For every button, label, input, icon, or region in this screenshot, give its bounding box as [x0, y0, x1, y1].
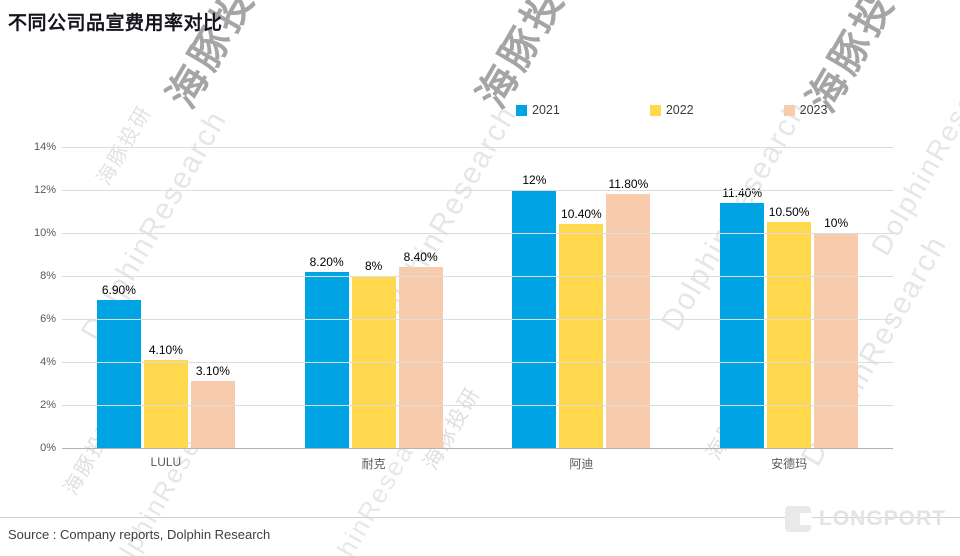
gridline	[62, 276, 893, 277]
y-tick-label: 6%	[40, 313, 56, 325]
y-tick-label: 12%	[33, 184, 56, 196]
longport-logo-icon	[785, 506, 812, 532]
bar-2021-LULU	[96, 299, 141, 448]
page-title: 不同公司品宣费用率对比	[8, 13, 223, 34]
bar-2023-LULU	[190, 381, 235, 448]
bar-wrap: 10.50%	[767, 147, 812, 448]
bar-2022-安德玛	[767, 222, 812, 448]
bar-2022-LULU	[143, 359, 188, 448]
bar-2023-安德玛	[814, 233, 859, 448]
bar-wrap: 8%	[351, 147, 396, 448]
gridline	[62, 190, 893, 191]
y-tick-label: 0%	[40, 442, 56, 454]
gridline	[62, 233, 893, 234]
longport-logo-text: LONGPORT	[819, 507, 946, 530]
y-tick-label: 2%	[40, 399, 56, 411]
bar-value-label: 10%	[824, 216, 849, 230]
legend-label: 2021	[532, 103, 560, 117]
x-category-label: LULU	[150, 455, 182, 469]
bar-2022-阿迪	[559, 224, 604, 448]
bar-groups: 6.90% 4.10% 3.10% LULU 8.20% 8% 8.40% 耐克 12% 10.4…	[62, 147, 893, 471]
legend-label: 2022	[665, 103, 694, 117]
watermark-text: 海豚投研	[469, 0, 596, 116]
bar-value-label: 8%	[364, 259, 383, 273]
gridline	[62, 147, 893, 148]
bar-value-label: 11.40%	[722, 185, 763, 200]
bar-wrap: 11.40%	[720, 147, 765, 448]
legend-swatch	[649, 104, 661, 116]
bar-wrap: 4.10%	[143, 147, 188, 448]
plot-area: 6.90% 4.10% 3.10% LULU 8.20% 8% 8.40% 耐克 12% 10.4…	[62, 147, 893, 471]
bar-wrap: 11.80%	[606, 147, 651, 448]
y-tick-label: 8%	[40, 270, 56, 282]
bar-value-label: 3.10%	[195, 364, 230, 379]
legend-item-2023: 2023	[783, 103, 828, 117]
bar-group-耐克: 8.20% 8% 8.40% 耐克	[270, 147, 478, 471]
y-tick-label: 14%	[33, 141, 56, 153]
bar-wrap: 10%	[814, 147, 859, 448]
legend-label: 2023	[799, 103, 828, 117]
y-tick-label: 10%	[33, 227, 56, 239]
y-tick-label: 4%	[40, 356, 56, 368]
gridline	[62, 362, 893, 363]
bar-value-label: 8.20%	[309, 254, 344, 269]
longport-logo: LONGPORT	[785, 506, 946, 532]
bar-wrap: 6.90%	[96, 147, 141, 448]
bar-value-label: 12%	[522, 173, 547, 187]
legend-swatch	[516, 104, 527, 116]
bar-value-label: 8.40%	[403, 250, 438, 265]
gridline	[62, 405, 893, 406]
bar-wrap: 8.40%	[398, 147, 443, 448]
bar-2021-耐克	[304, 271, 349, 448]
bar-2023-耐克	[398, 267, 443, 448]
bar-group-阿迪: 12% 10.40% 11.80% 阿迪	[478, 147, 686, 471]
bar-group-LULU: 6.90% 4.10% 3.10% LULU	[62, 147, 270, 469]
gridline	[62, 319, 893, 320]
bar-wrap: 12%	[512, 147, 557, 448]
legend-item-2021: 2021	[516, 103, 560, 117]
bar-value-label: 10.50%	[768, 205, 810, 220]
bar-value-label: 4.10%	[148, 342, 183, 357]
chart-legend: 2021 2022 2023	[516, 103, 827, 117]
bar-value-label: 6.90%	[101, 282, 136, 297]
bar-group-安德玛: 11.40% 10.50% 10% 安德玛	[685, 147, 893, 471]
y-axis: 0% 2% 4% 6% 8% 10% 12% 14%	[0, 141, 56, 454]
gridline	[62, 448, 893, 449]
bar-wrap: 10.40%	[559, 147, 604, 448]
bar-wrap: 3.10%	[190, 147, 235, 448]
legend-swatch	[783, 104, 795, 116]
x-category-label: 阿迪	[569, 457, 594, 471]
bar-value-label: 11.80%	[608, 177, 649, 192]
bar-2021-安德玛	[720, 202, 765, 448]
x-category-label: 安德玛	[771, 457, 808, 471]
x-category-label: 耐克	[361, 457, 386, 471]
bar-wrap: 8.20%	[304, 147, 349, 448]
footer-divider	[0, 517, 960, 518]
bar-value-label: 10.40%	[561, 207, 602, 222]
bar-chart: 0% 2% 4% 6% 8% 10% 12% 14% 6.90% 4.10% 3.10% LULU 8…	[0, 141, 960, 471]
legend-item-2022: 2022	[649, 103, 694, 117]
source-note: Source : Company reports, Dolphin Resear…	[8, 527, 271, 542]
